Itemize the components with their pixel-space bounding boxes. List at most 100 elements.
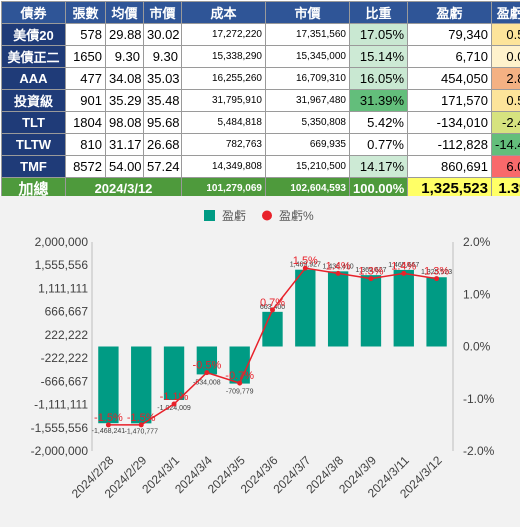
right-axis-tick: 0.0%	[463, 340, 491, 354]
cell-bond-name: TMF	[2, 156, 66, 178]
legend-line-label: 盈虧%	[279, 209, 314, 223]
legend-bar-swatch	[204, 210, 215, 221]
right-axis-tick: -1.0%	[463, 392, 495, 406]
header-col-cost: 成本	[182, 2, 266, 24]
cell-qty: 810	[66, 134, 106, 156]
cell-avg-price: 54.00	[106, 156, 144, 178]
cell-weight: 5.42%	[350, 112, 408, 134]
bar-mark	[426, 277, 446, 346]
bar-mark	[328, 271, 348, 346]
line-data-label: 1.5%	[293, 255, 318, 267]
cell-pnl-pct: 0.5%	[492, 24, 520, 46]
cell-market-price: 26.68	[144, 134, 182, 156]
cell-cost: 17,272,220	[182, 24, 266, 46]
cell-avg-price: 35.29	[106, 90, 144, 112]
cell-bond-name: 美債正二	[2, 46, 66, 68]
left-axis-tick: -2,000,000	[31, 444, 89, 458]
cell-bond-name: 投資級	[2, 90, 66, 112]
cell-weight: 14.17%	[350, 156, 408, 178]
line-data-label: -1.5%	[94, 412, 123, 424]
cell-pnl-pct: 6.0%	[492, 156, 520, 178]
right-axis-tick: -2.0%	[463, 444, 495, 458]
cell-pnl: -112,828	[408, 134, 492, 156]
line-data-label: 1.4%	[326, 260, 351, 272]
cell-market-value: 15,210,500	[266, 156, 350, 178]
header-col-price: 市價	[144, 2, 182, 24]
left-axis-tick: -666,667	[41, 374, 89, 388]
line-data-label: 1.3%	[358, 266, 383, 278]
header-col-pnl: 盈虧	[408, 2, 492, 24]
cell-bond-name: TLTW	[2, 134, 66, 156]
bar-mark	[262, 312, 282, 347]
cell-cost: 15,338,290	[182, 46, 266, 68]
cell-pnl: 860,691	[408, 156, 492, 178]
line-data-label: -1.5%	[127, 412, 156, 424]
cell-market-price: 30.02	[144, 24, 182, 46]
cell-pnl: 79,340	[408, 24, 492, 46]
bar-data-label: -1,470,777	[124, 428, 158, 435]
left-axis-tick: 1,555,556	[35, 258, 89, 272]
left-axis-tick: -222,222	[41, 351, 89, 365]
line-data-label: 0.7%	[260, 297, 285, 309]
bar-data-label: -1,468,241	[92, 428, 126, 435]
cell-pnl-pct: 0.0%	[492, 46, 520, 68]
cell-weight: 15.14%	[350, 46, 408, 68]
cell-avg-price: 34.08	[106, 68, 144, 90]
cell-avg-price: 98.08	[106, 112, 144, 134]
cell-market-value: 17,351,560	[266, 24, 350, 46]
cell-market-value: 15,345,000	[266, 46, 350, 68]
cell-qty: 1650	[66, 46, 106, 68]
cell-market-price: 35.48	[144, 90, 182, 112]
cell-pnl-pct: -14.4%	[492, 134, 520, 156]
bar-data-label: -534,008	[193, 379, 221, 386]
cell-market-value: 669,935	[266, 134, 350, 156]
left-axis-tick: 222,222	[45, 328, 89, 342]
cell-weight: 0.77%	[350, 134, 408, 156]
cell-pnl: 454,050	[408, 68, 492, 90]
cell-pnl: 171,570	[408, 90, 492, 112]
bar-mark	[394, 270, 414, 347]
cell-qty: 1804	[66, 112, 106, 134]
cell-cost: 16,255,260	[182, 68, 266, 90]
cell-bond-name: AAA	[2, 68, 66, 90]
header-col-pnl-pct: 盈虧%	[492, 2, 520, 24]
cell-cost: 31,795,910	[182, 90, 266, 112]
line-data-label: -0.5%	[192, 360, 221, 372]
legend-bar-label: 盈虧	[222, 209, 246, 223]
cell-avg-price: 9.30	[106, 46, 144, 68]
left-axis-tick: -1,111,111	[34, 398, 88, 412]
cell-qty: 477	[66, 68, 106, 90]
cell-pnl-pct: -2.4%	[492, 112, 520, 134]
header-col-avg: 均價	[106, 2, 144, 24]
line-data-label: -0.7%	[225, 370, 254, 382]
line-data-label: -1.1%	[160, 391, 189, 403]
left-axis-tick: 2,000,000	[35, 235, 89, 249]
cell-cost: 782,763	[182, 134, 266, 156]
header-col-weight: 比重	[350, 2, 408, 24]
cell-bond-name: TLT	[2, 112, 66, 134]
header-col-value: 市價	[266, 2, 350, 24]
cell-bond-name: 美債20	[2, 24, 66, 46]
line-data-label: 1.4%	[391, 260, 416, 272]
cell-cost: 14,349,808	[182, 156, 266, 178]
cell-qty: 901	[66, 90, 106, 112]
cell-avg-price: 29.88	[106, 24, 144, 46]
right-axis-tick: 2.0%	[463, 235, 491, 249]
cell-pnl: -134,010	[408, 112, 492, 134]
bar-data-label: -709,779	[226, 389, 254, 396]
cell-weight: 31.39%	[350, 90, 408, 112]
right-axis-tick: 1.0%	[463, 287, 491, 301]
left-axis-tick: -1,555,556	[31, 421, 89, 435]
table-header-row: 債券張數均價市價成本市價比重盈虧盈虧%	[2, 2, 520, 24]
left-axis-tick: 666,667	[45, 305, 89, 319]
header-col-qty: 張數	[66, 2, 106, 24]
cell-market-value: 16,709,310	[266, 68, 350, 90]
cell-market-value: 31,967,480	[266, 90, 350, 112]
legend-line-marker	[262, 211, 272, 221]
